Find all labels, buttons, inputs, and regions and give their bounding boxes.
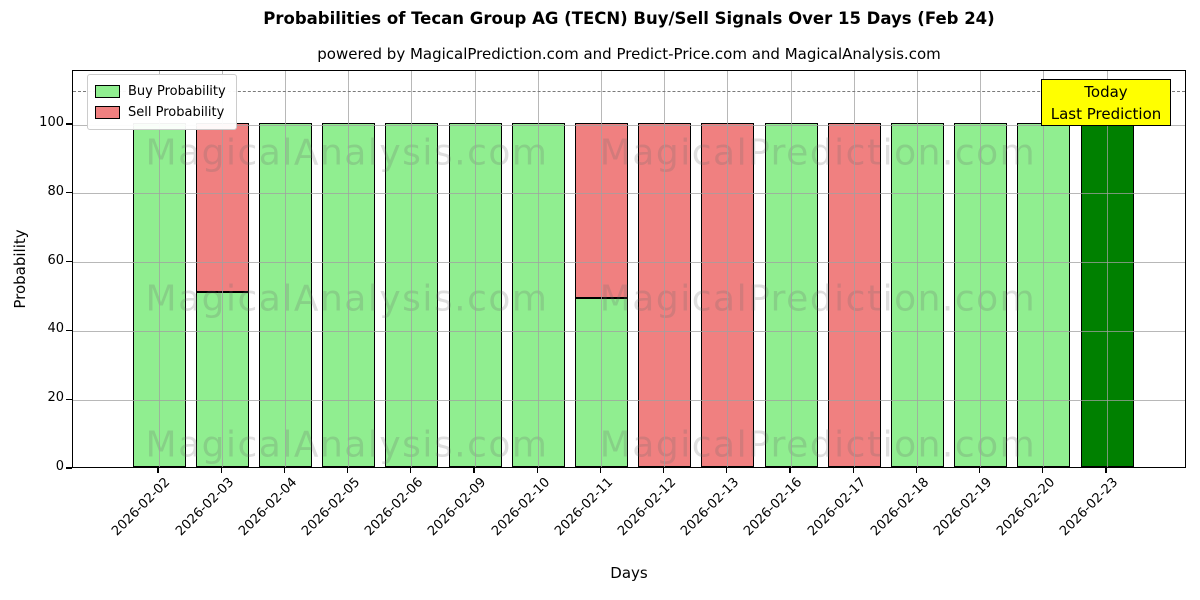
x-axis-tick [979,468,981,473]
x-tick-label: 2026-02-04 [235,475,301,540]
x-tick-label: 2026-02-10 [488,475,553,540]
x-tick-label: 2026-02-16 [741,475,806,540]
v-gridline [348,71,350,467]
x-tick-label: 2026-02-17 [804,475,869,540]
v-gridline [916,71,918,467]
v-gridline [474,71,476,467]
today-annotation: Today Last Prediction [1041,79,1171,126]
v-gridline [1043,71,1045,467]
watermark-text: MagicalAnalysis.com [145,278,549,320]
watermark-text: MagicalPrediction.com [599,424,1037,466]
x-tick-label: 2026-02-12 [615,475,680,540]
v-gridline [664,71,666,467]
y-tick-label: 20 [47,390,64,406]
today-annotation-line2: Last Prediction [1050,104,1162,123]
x-tick-label: 2026-02-03 [172,475,237,540]
x-axis-tick [726,468,728,473]
y-tick-label: 60 [47,252,64,268]
legend-entry-buy: Buy Probability [95,81,226,102]
x-axis-tick [410,468,412,473]
x-axis-tick [852,468,854,473]
y-axis-tick [66,123,72,125]
v-gridline [411,71,413,467]
today-annotation-line1: Today [1084,82,1128,101]
x-tick-label: 2026-02-18 [867,475,933,540]
x-axis-tick [347,468,349,473]
x-tick-label: 2026-02-20 [994,475,1059,540]
y-tick-label: 40 [47,321,64,337]
legend-label-buy: Buy Probability [128,84,226,99]
y-axis-tick [66,261,72,263]
x-tick-label: 2026-02-19 [931,475,996,540]
legend-entry-sell: Sell Probability [95,102,226,123]
h-gridline [73,330,1185,332]
y-axis-label: Probability [11,229,29,309]
x-axis-tick [157,468,159,473]
watermark-text: MagicalAnalysis.com [145,132,549,174]
x-axis-tick [220,468,222,473]
x-tick-label: 2026-02-05 [299,475,364,540]
v-gridline [600,71,602,467]
y-tick-label: 80 [47,183,64,199]
h-gridline [73,399,1185,401]
x-tick-label: 2026-02-13 [678,475,743,540]
v-gridline [1106,71,1108,467]
x-tick-label: 2026-02-09 [425,475,490,540]
watermark-text: MagicalPrediction.com [599,132,1037,174]
v-gridline [853,71,855,467]
v-gridline [980,71,982,467]
x-axis-tick [1105,468,1107,473]
h-gridline [73,262,1185,264]
chart-subtitle: powered by MagicalPrediction.com and Pre… [317,45,941,63]
x-axis-tick [789,468,791,473]
x-axis-tick [283,468,285,473]
x-tick-label: 2026-02-11 [551,475,617,540]
legend: Buy Probability Sell Probability [87,74,237,130]
buy-swatch-icon [95,85,120,98]
x-axis-tick [536,468,538,473]
v-gridline [221,71,223,467]
legend-label-sell: Sell Probability [128,105,225,120]
v-gridline [727,71,729,467]
x-axis-tick [663,468,665,473]
x-axis-tick [1042,468,1044,473]
v-gridline [284,71,286,467]
dashed-threshold-line [73,90,1185,92]
x-axis-tick [473,468,475,473]
x-tick-label: 2026-02-23 [1057,475,1122,540]
plot-area: Buy Probability Sell Probability Today L… [72,70,1186,468]
sell-swatch-icon [95,106,120,119]
watermark-text: MagicalPrediction.com [599,278,1037,320]
x-tick-label: 2026-02-02 [109,475,174,540]
y-axis-tick [66,329,72,331]
v-gridline [537,71,539,467]
watermark-text: MagicalAnalysis.com [145,424,549,466]
y-axis-tick [66,467,72,469]
h-gridline [73,193,1185,195]
y-tick-label: 100 [39,115,64,130]
v-gridline [790,71,792,467]
x-axis-tick [915,468,917,473]
chart-title: Probabilities of Tecan Group AG (TECN) B… [263,9,995,28]
x-axis-label: Days [610,564,648,582]
x-tick-label: 2026-02-06 [362,475,427,540]
h-gridline [73,124,1185,126]
x-axis-tick [599,468,601,473]
y-axis-tick [66,398,72,400]
y-axis-tick [66,192,72,194]
v-gridline [158,71,160,467]
y-tick-label: 0 [55,459,64,474]
